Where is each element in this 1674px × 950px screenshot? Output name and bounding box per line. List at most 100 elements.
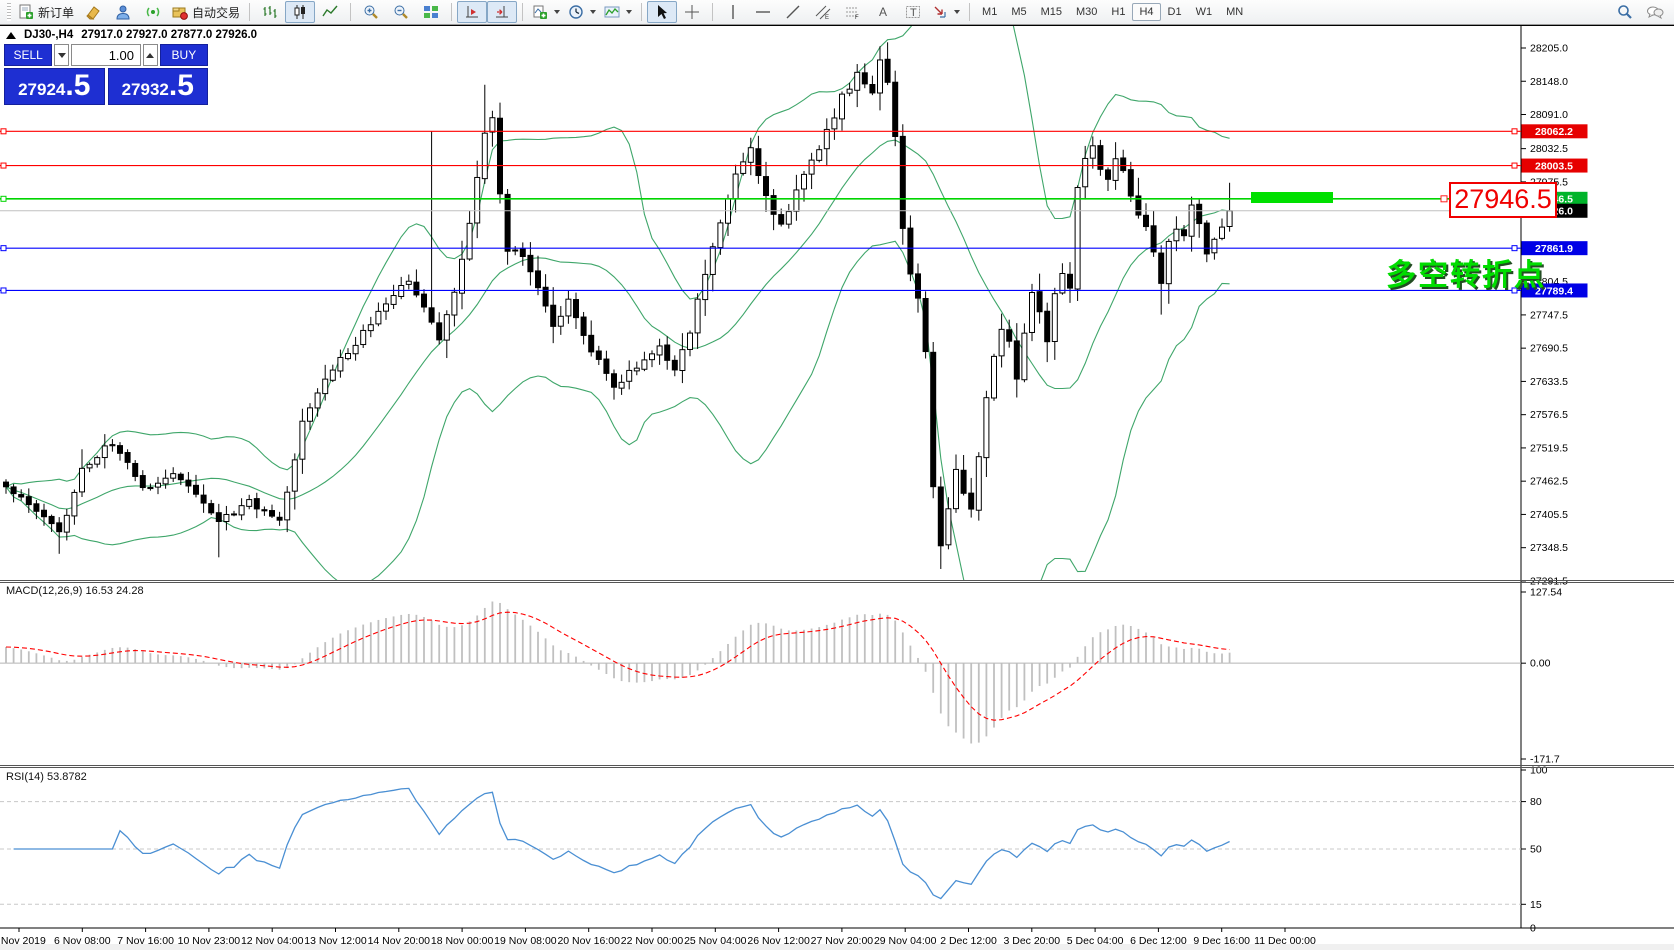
search-button[interactable]: [1610, 1, 1640, 23]
trendline-button[interactable]: [778, 1, 808, 23]
periods-dropdown-arrow: [590, 10, 597, 14]
timeframe-button-h1[interactable]: H1: [1111, 6, 1126, 18]
y-axis-tick-label: 27405.5: [1530, 509, 1568, 521]
arrow-objects-icon: [934, 6, 946, 18]
horizontal-level-lines: [0, 128, 1521, 294]
timeframe-button-mn[interactable]: MN: [1226, 6, 1244, 18]
equidistant-channel-button[interactable]: E: [808, 1, 838, 23]
line-chart-button[interactable]: [315, 1, 345, 23]
chart-shift-button[interactable]: [487, 1, 518, 23]
timeframe-button-h4[interactable]: H4: [1132, 3, 1161, 21]
bar-chart-icon: [263, 6, 277, 18]
macd-axis-label: 0.00: [1530, 658, 1551, 670]
zoom-out-icon: [394, 5, 408, 19]
price-tag: 28062.2: [1535, 126, 1573, 138]
template-icon: [533, 5, 548, 19]
text-label-button[interactable]: T: [898, 1, 928, 23]
quote-info-line[interactable]: DJ30-,H4 27917.0 27927.0 27877.0 27926.0: [6, 29, 257, 41]
crosshair-button[interactable]: [677, 1, 707, 23]
volume-input[interactable]: [71, 44, 141, 66]
chat-button[interactable]: [1640, 1, 1670, 23]
sell-button[interactable]: SELL: [4, 44, 53, 66]
macd-axis-label: 127.54: [1530, 587, 1562, 599]
auto-scroll-button[interactable]: [457, 1, 488, 23]
price-axis: 28205.028148.028091.028032.527975.527804…: [1521, 43, 1588, 935]
green-highlight-box[interactable]: [1251, 192, 1333, 203]
chart-shift-icon: [496, 6, 509, 18]
main-price-pane: [3, 26, 1233, 581]
timeframe-group: M1 M5 M15 M30 H1 H4 D1 W1 MN: [975, 3, 1250, 21]
price-tag: 27861.9: [1535, 243, 1573, 255]
macd-signal-line: [5, 611, 1230, 721]
buy-button[interactable]: BUY: [159, 44, 208, 66]
y-axis-tick-label: 27462.5: [1530, 476, 1568, 488]
line-chart-icon: [322, 5, 338, 17]
arrows-button[interactable]: [928, 1, 964, 23]
timeframe-button-w1[interactable]: W1: [1195, 6, 1213, 18]
candlestick-chart-button[interactable]: [285, 1, 316, 23]
horizontal-line-button[interactable]: [748, 1, 778, 23]
zoom-in-button[interactable]: [356, 1, 386, 23]
macd-pane: [0, 601, 1521, 744]
candlestick-series: [3, 42, 1233, 569]
autotrade-button[interactable]: 自动交易: [168, 1, 244, 23]
chat-bubbles-icon: [1647, 6, 1664, 20]
bottom-strip: [0, 944, 1674, 950]
indicators-button[interactable]: [600, 1, 636, 23]
indicators-dropdown-arrow: [626, 10, 633, 14]
y-axis-tick-label: 27291.5: [1530, 575, 1568, 587]
community-button[interactable]: [108, 1, 138, 23]
candlestick-icon: [294, 5, 306, 19]
fibonacci-button[interactable]: F: [838, 1, 868, 23]
timeframe-button-d1[interactable]: D1: [1167, 6, 1182, 18]
timeframe-button-m1[interactable]: M1: [982, 6, 998, 18]
macd-indicator-label: MACD(12,26,9) 16.53 24.28: [6, 585, 144, 597]
fibonacci-icon: F: [846, 7, 859, 20]
autotrade-label: 自动交易: [192, 5, 241, 20]
zoom-in-icon: [364, 5, 378, 19]
buy-price-display[interactable]: 27932.5: [107, 68, 208, 105]
zoom-out-button[interactable]: [386, 1, 416, 23]
turning-point-note[interactable]: 多空转折点: [1386, 259, 1546, 292]
callout-anchor-handle[interactable]: [1440, 195, 1448, 203]
timeframe-button-m5[interactable]: M5: [1011, 6, 1027, 18]
new-order-button[interactable]: 新订单: [14, 1, 78, 23]
text-button[interactable]: A: [868, 1, 898, 23]
y-axis-tick-label: 27348.5: [1530, 542, 1568, 554]
symbol-period-label: DJ30-,H4: [24, 29, 74, 41]
delete-objects-button[interactable]: [78, 1, 108, 23]
y-axis-tick-label: 27519.5: [1530, 442, 1568, 454]
new-order-icon: [19, 4, 33, 19]
y-axis-tick-label: 27576.5: [1530, 409, 1568, 421]
auto-scroll-icon: [466, 6, 479, 18]
rsi-axis-label: 100: [1530, 765, 1548, 777]
timeframe-button-m15[interactable]: M15: [1040, 6, 1062, 18]
timeframe-button-m30[interactable]: M30: [1076, 6, 1098, 18]
trendline-icon: [786, 5, 800, 19]
volume-increase-button[interactable]: [143, 44, 158, 66]
y-axis-tick-label: 28205.0: [1530, 43, 1568, 55]
templates-button[interactable]: [528, 1, 564, 23]
price-tag: 28003.5: [1535, 160, 1573, 172]
tile-windows-icon: [424, 6, 439, 18]
volume-decrease-button[interactable]: [54, 44, 69, 66]
crosshair-icon: [685, 5, 700, 19]
cursor-icon: [658, 5, 668, 19]
up-arrow-icon: [146, 52, 155, 58]
signals-button[interactable]: [138, 1, 168, 23]
periods-button[interactable]: [564, 1, 600, 23]
price-level-callout[interactable]: 27946.5: [1449, 182, 1557, 218]
signal-icon: [146, 7, 160, 17]
cursor-button[interactable]: [647, 1, 678, 23]
collapse-panel-icon[interactable]: [6, 31, 16, 39]
y-axis-tick-label: 27747.5: [1530, 309, 1568, 321]
bar-chart-button[interactable]: [255, 1, 285, 23]
vertical-line-button[interactable]: [718, 1, 748, 23]
indicators-icon: [604, 6, 620, 18]
search-icon: [1618, 5, 1632, 19]
sell-price-display[interactable]: 27924.5: [4, 68, 105, 105]
tile-windows-button[interactable]: [416, 1, 446, 23]
text-icon: A: [879, 5, 887, 19]
